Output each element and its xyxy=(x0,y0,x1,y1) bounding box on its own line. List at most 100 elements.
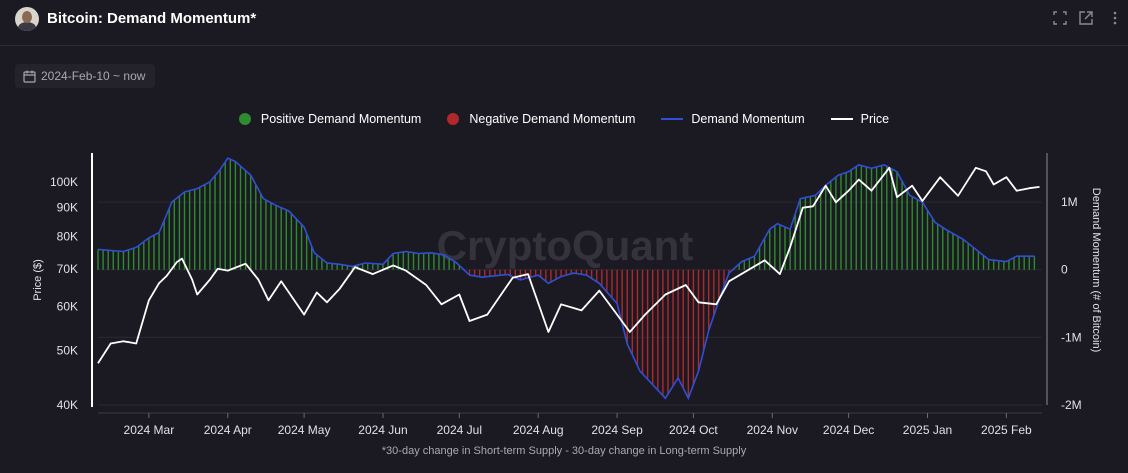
x-tick-label: 2024 May xyxy=(278,423,331,437)
negative-momentum-bar xyxy=(514,269,516,278)
negative-momentum-bar xyxy=(596,269,598,282)
positive-momentum-bar xyxy=(392,253,394,270)
positive-momentum-bar xyxy=(417,253,420,270)
y-left-tick-label: 50K xyxy=(57,344,78,358)
positive-momentum-bar xyxy=(239,166,242,270)
positive-momentum-bar xyxy=(127,249,130,270)
positive-momentum-bar xyxy=(443,254,445,270)
negative-momentum-bar xyxy=(504,269,506,275)
positive-momentum-bar xyxy=(911,196,913,270)
y-left-tick-label: 40K xyxy=(57,398,78,412)
negative-momentum-bar xyxy=(713,269,715,316)
positive-momentum-bar xyxy=(977,251,980,270)
positive-momentum-bar xyxy=(346,265,349,270)
positive-momentum-bar xyxy=(148,237,150,270)
price-line xyxy=(97,166,1040,364)
momentum-bars xyxy=(97,159,1036,399)
series-lines xyxy=(97,157,1040,401)
positive-momentum-bar xyxy=(758,247,761,270)
negative-momentum-bar xyxy=(550,269,552,282)
positive-momentum-bar xyxy=(412,252,415,270)
watermark: CryptoQuant xyxy=(437,222,694,269)
negative-momentum-bar xyxy=(540,269,542,278)
negative-momentum-bar xyxy=(580,269,583,275)
positive-momentum-bar xyxy=(214,175,216,270)
positive-momentum-bar xyxy=(967,243,969,270)
positive-momentum-bar xyxy=(275,205,277,270)
x-tick-label: 2025 Jan xyxy=(903,423,952,437)
legend-negative[interactable]: Negative Demand Momentum xyxy=(447,112,635,126)
negative-momentum-bar xyxy=(646,269,649,380)
negative-momentum-bar xyxy=(545,269,547,282)
x-tick-label: 2024 Sep xyxy=(591,423,643,437)
positive-momentum-bar xyxy=(265,200,267,270)
positive-momentum-bar xyxy=(931,218,934,270)
positive-momentum-bar xyxy=(183,191,186,270)
negative-momentum-bar xyxy=(657,269,659,391)
positive-momentum-bar xyxy=(748,258,751,270)
positive-momentum-bar xyxy=(193,189,196,270)
positive-momentum-bar xyxy=(957,236,959,270)
positive-momentum-bar xyxy=(1018,256,1020,270)
positive-momentum-bar xyxy=(102,249,104,270)
positive-momentum-bar xyxy=(738,263,740,270)
negative-momentum-bar xyxy=(565,269,567,276)
positive-momentum-bar xyxy=(407,251,410,270)
positive-momentum-bar xyxy=(855,166,857,270)
positive-momentum-bar xyxy=(290,213,293,270)
positive-momentum-bar xyxy=(769,229,771,270)
positive-momentum-bar xyxy=(1003,261,1005,270)
positive-momentum-bar xyxy=(825,185,827,270)
external-link-icon[interactable] xyxy=(1079,11,1093,25)
positive-momentum-bar xyxy=(926,210,929,270)
positive-momentum-bar xyxy=(453,261,455,270)
legend-swatch-momentum xyxy=(661,118,684,120)
positive-momentum-bar xyxy=(219,169,221,270)
negative-momentum-bar xyxy=(529,269,532,278)
positive-momentum-bar xyxy=(224,161,226,270)
positive-momentum-bar xyxy=(229,159,232,270)
negative-momentum-bar xyxy=(575,269,578,274)
positive-momentum-bar xyxy=(112,250,114,270)
negative-momentum-bar xyxy=(636,269,639,366)
positive-momentum-bar xyxy=(173,200,176,270)
negative-momentum-bar xyxy=(667,269,669,395)
negative-momentum-bar xyxy=(631,269,634,355)
positive-momentum-bar xyxy=(880,165,883,270)
positive-momentum-bar xyxy=(97,249,99,270)
negative-momentum-bar xyxy=(621,269,623,324)
legend-momentum[interactable]: Demand Momentum xyxy=(661,112,805,126)
expand-icon[interactable] xyxy=(1053,11,1067,25)
negative-momentum-bar xyxy=(702,269,705,351)
positive-momentum-bar xyxy=(397,252,399,270)
positive-momentum-bar xyxy=(438,254,440,270)
y-right-tick-label: 1M xyxy=(1061,195,1078,209)
legend-positive[interactable]: Positive Demand Momentum xyxy=(238,112,421,126)
positive-momentum-bar xyxy=(947,230,949,270)
positive-momentum-bar xyxy=(326,262,328,270)
positive-momentum-bar xyxy=(244,170,247,270)
positive-momentum-bar xyxy=(107,250,109,270)
negative-momentum-bar xyxy=(468,269,471,276)
positive-momentum-bar xyxy=(896,171,898,270)
positive-momentum-bar xyxy=(809,196,812,270)
positive-momentum-bar xyxy=(1033,256,1036,270)
legend-price[interactable]: Price xyxy=(830,112,889,126)
negative-momentum-bar xyxy=(555,269,557,280)
positive-momentum-bar xyxy=(942,227,944,270)
positive-momentum-bar xyxy=(982,255,985,270)
x-tick-label: 2024 Oct xyxy=(669,423,718,437)
date-range-picker[interactable]: 2024-Feb-10 ~ now xyxy=(15,64,156,88)
x-tick-label: 2024 Mar xyxy=(124,423,175,437)
positive-momentum-bar xyxy=(341,264,343,270)
positive-momentum-bar xyxy=(1013,257,1015,270)
calendar-icon xyxy=(23,70,36,83)
more-vertical-icon[interactable] xyxy=(1108,11,1122,25)
positive-momentum-bar xyxy=(865,166,868,270)
negative-momentum-bar xyxy=(534,269,537,276)
positive-momentum-bar xyxy=(178,196,181,270)
positive-momentum-bar xyxy=(799,198,801,270)
negative-momentum-bar xyxy=(499,269,501,276)
avatar[interactable] xyxy=(15,7,39,31)
legend-swatch-price xyxy=(830,118,853,120)
